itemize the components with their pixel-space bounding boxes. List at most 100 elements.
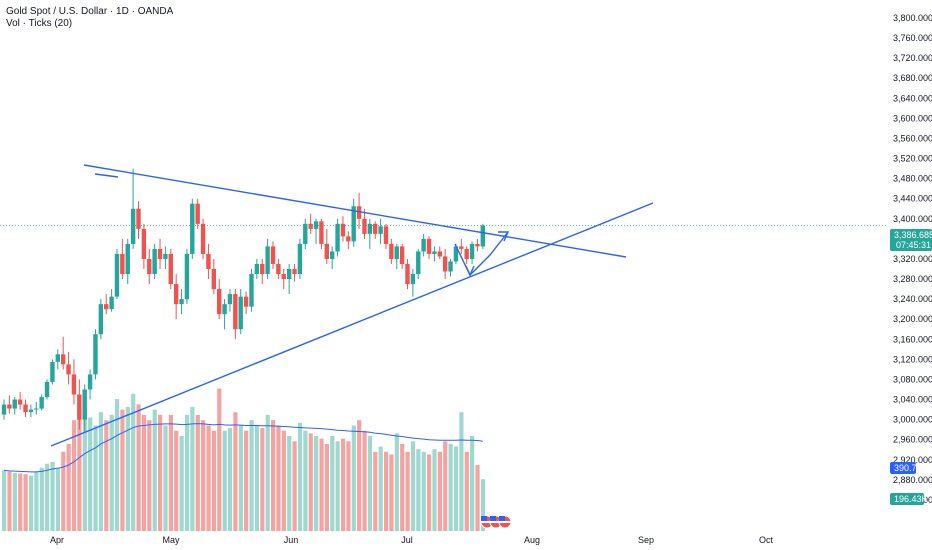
candle (28, 404, 34, 418)
volume-ma-polyline (3, 423, 483, 473)
candle (104, 294, 109, 315)
event-icons[interactable] (480, 515, 512, 529)
us-flag-icon[interactable] (498, 515, 512, 529)
candle (319, 218, 324, 249)
candle-body (44, 381, 50, 398)
symbol-title[interactable]: Gold Spot / U.S. Dollar · 1D · OANDA (6, 6, 174, 17)
candle (313, 218, 319, 244)
candle-body (426, 238, 432, 254)
volume-bar (147, 420, 152, 531)
price-tick-label: 3,760.000 (893, 33, 932, 43)
volume-bar (244, 430, 249, 531)
volume-bar (249, 420, 254, 531)
candles (1, 168, 486, 433)
candle-body (66, 364, 71, 375)
candle-body (260, 263, 265, 275)
candle-body (28, 409, 34, 413)
volume-badge (890, 493, 924, 505)
volume-bar (125, 406, 130, 531)
volume-bar (410, 441, 416, 531)
time-tick-label: May (162, 535, 180, 545)
candle-body (200, 223, 206, 254)
volume-bar (459, 412, 464, 531)
time-tick-label: Oct (759, 535, 774, 545)
volume-bar (34, 471, 39, 531)
candle (93, 329, 98, 380)
candle-body (480, 225, 486, 247)
volume-bar (98, 412, 104, 531)
candle-body (173, 284, 179, 305)
candle-body (222, 304, 227, 315)
volume-indicator-title[interactable]: Vol · Ticks (20) (6, 18, 73, 29)
candle (469, 241, 475, 264)
candle-body (373, 223, 378, 234)
volume-bar (464, 451, 469, 531)
price-tick-label: 3,320.000 (893, 254, 932, 264)
candle (426, 236, 432, 259)
candle-body (362, 218, 367, 234)
candle (39, 394, 44, 411)
candle (324, 228, 329, 264)
volume-bar (184, 414, 190, 531)
candle (389, 238, 394, 264)
candle (351, 198, 356, 247)
projection-path[interactable] (454, 231, 509, 277)
volume-bar (158, 414, 163, 531)
price-tick-label: 3,720.000 (893, 53, 932, 63)
candle (340, 216, 346, 242)
volume-bar (201, 420, 206, 531)
candle-body (410, 274, 416, 285)
volume-bar (287, 436, 292, 531)
candle-body (303, 223, 308, 244)
price-tick-label: 3,440.000 (893, 194, 932, 204)
candle-body (211, 269, 217, 290)
price-tick-label: 3,480.000 (893, 174, 932, 184)
candle-body (39, 397, 44, 409)
volume-bar (179, 436, 184, 531)
price-tick-label: 2,920.000 (893, 455, 932, 465)
candle-body (389, 243, 394, 259)
time-axis[interactable]: Apr May Jun Jul Aug Sep Oct (50, 535, 774, 545)
volume-bar (453, 446, 459, 531)
candle (168, 248, 173, 290)
projection-arrowhead (498, 231, 510, 242)
drawings[interactable] (50, 164, 654, 447)
volume-bar (23, 474, 28, 531)
candle (77, 379, 82, 430)
lower-trendline[interactable] (50, 202, 654, 447)
candle-body (179, 299, 184, 305)
volume-bar (351, 425, 356, 531)
candle-body (308, 223, 313, 229)
volume-bars (2, 388, 486, 531)
candle-body (270, 246, 276, 264)
candle (1, 399, 7, 420)
candle (233, 289, 238, 340)
upper-trendline[interactable] (83, 164, 627, 258)
candle (23, 399, 28, 418)
candle (464, 246, 469, 264)
candle-body (23, 404, 28, 413)
volume-bar (297, 422, 303, 531)
candle-body (157, 248, 163, 259)
volume-bar (335, 441, 340, 531)
price-tick-label: 3,560.000 (893, 133, 932, 143)
candle (114, 248, 120, 300)
candle-body (141, 228, 147, 259)
volume-bar (120, 409, 125, 531)
price-axis[interactable]: 3,800.000 3,760.000 3,720.000 3,680.000 3,64… (893, 13, 932, 505)
short-horizontal-mark[interactable] (94, 173, 119, 178)
price-tick-label: 3,800.000 (893, 13, 932, 23)
candle-body (12, 399, 17, 409)
candle-body (163, 253, 168, 259)
price-tick-label: 3,680.000 (893, 73, 932, 83)
candle-body (475, 243, 480, 247)
candle-body (432, 251, 437, 254)
candle (55, 349, 60, 370)
candle (260, 258, 265, 285)
candle (373, 221, 378, 239)
candle-body (281, 274, 286, 280)
volume-bar (2, 470, 7, 531)
candle-body (190, 203, 195, 254)
